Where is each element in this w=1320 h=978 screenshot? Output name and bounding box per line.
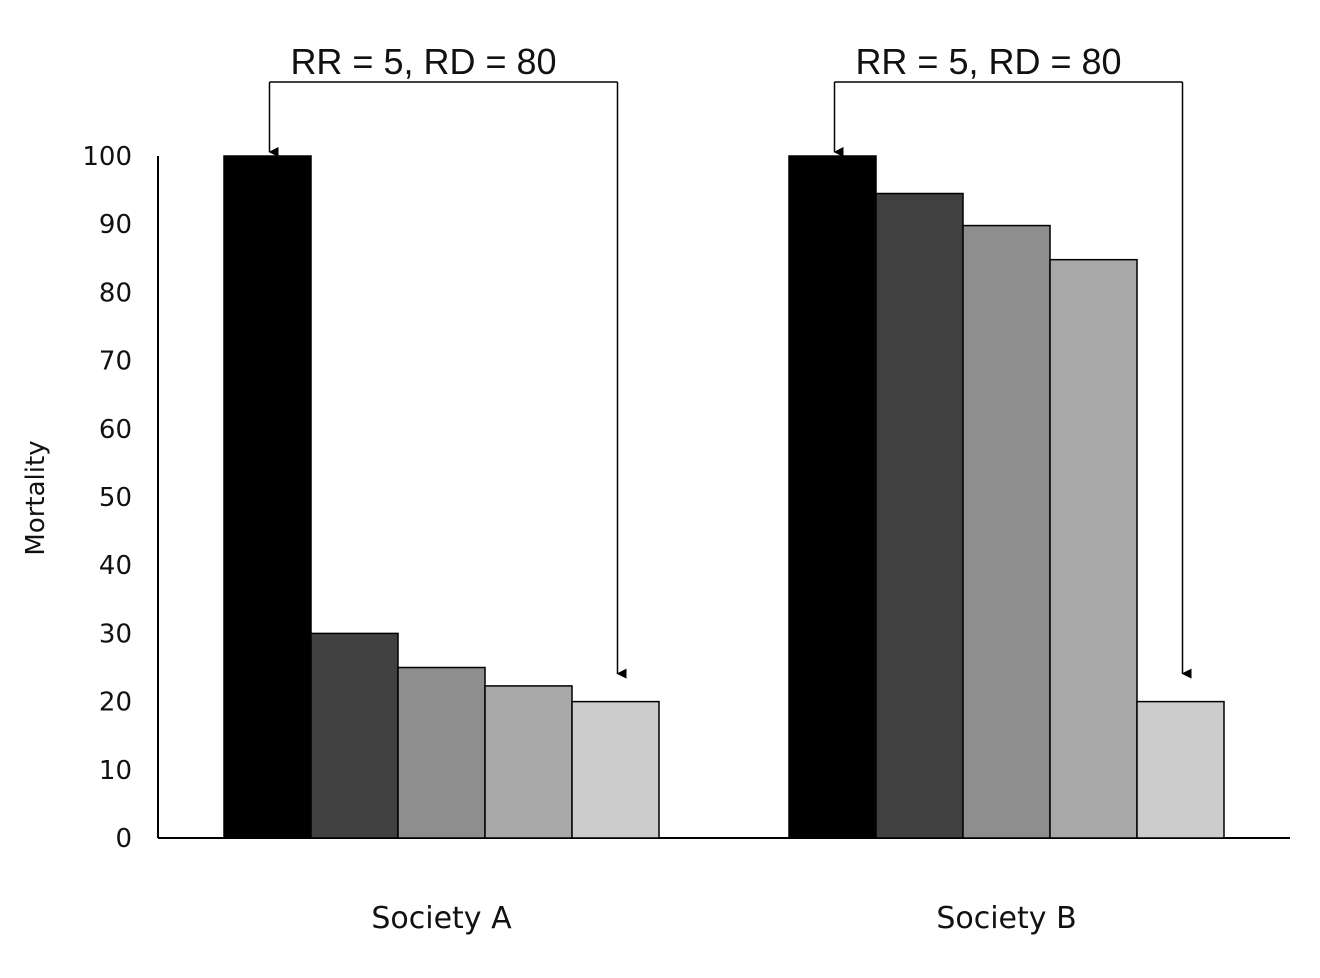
annotations: RR = 5, RD = 80 RR = 5, RD = 80 bbox=[268, 41, 1192, 679]
bar-2-1 bbox=[788, 155, 877, 839]
bar-1-1 bbox=[223, 155, 312, 839]
y-tick-label: 0 bbox=[115, 824, 132, 854]
y-tick-label: 60 bbox=[99, 415, 132, 445]
x-category-label: Society A bbox=[371, 901, 512, 936]
y-tick-label: 20 bbox=[99, 688, 132, 718]
bar-1-5 bbox=[571, 700, 660, 839]
bar-2-2 bbox=[875, 192, 964, 839]
bars: Society A Society B bbox=[223, 155, 1225, 936]
y-tick-label: 10 bbox=[99, 756, 132, 786]
bar-2-3 bbox=[962, 224, 1051, 839]
y-tick-label: 30 bbox=[99, 619, 132, 649]
bar-1-4 bbox=[484, 685, 573, 839]
y-tick-label: 90 bbox=[99, 210, 132, 240]
x-category-label: Society B bbox=[936, 901, 1076, 936]
annotation-label: RR = 5, RD = 80 bbox=[855, 41, 1121, 82]
y-tick-label: 70 bbox=[99, 347, 132, 377]
bar-1-2 bbox=[310, 632, 399, 839]
y-tick-label: 80 bbox=[99, 278, 132, 308]
bar-2-4 bbox=[1049, 258, 1138, 839]
y-axis-label: Mortality bbox=[21, 440, 51, 555]
bar-1-3 bbox=[397, 666, 486, 839]
y-tick-label: 50 bbox=[99, 483, 132, 513]
y-tick-label: 40 bbox=[99, 551, 132, 581]
bar-2-5 bbox=[1136, 700, 1225, 839]
annotation-label: RR = 5, RD = 80 bbox=[290, 41, 556, 82]
y-tick-label: 100 bbox=[82, 142, 132, 172]
